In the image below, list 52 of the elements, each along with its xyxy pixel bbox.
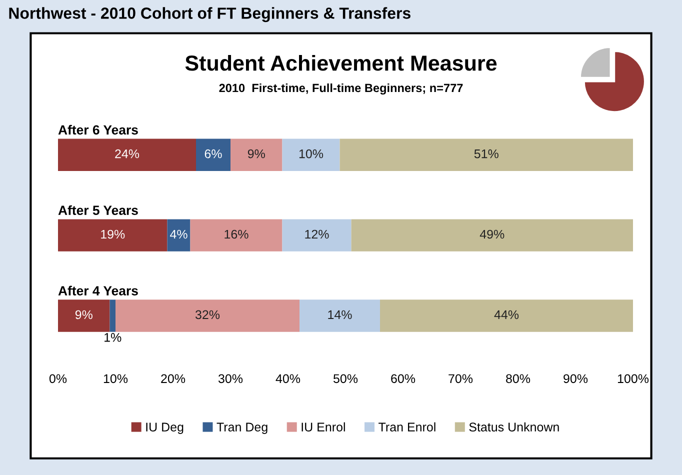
bar [282,219,352,252]
legend-label: Tran Deg [216,422,268,434]
bar [190,219,282,252]
x-tick-label: 30% [218,374,243,384]
data-label: 9% [75,310,92,320]
legend-label: IU Deg [146,422,184,434]
data-label: 14% [328,310,352,320]
bar [58,138,196,171]
x-tick-label: 60% [391,374,416,384]
bar [116,300,300,332]
x-tick-label: 20% [161,374,186,384]
x-tick-label: 50% [333,374,358,384]
y-tick-label: After 5 Years [58,205,138,216]
bar [230,138,282,171]
data-label: 4% [170,230,188,239]
legend-label: Tran Enrol [378,422,436,432]
bar [340,138,633,171]
data-label: 19% [101,230,125,239]
data-label: 10% [299,149,324,158]
data-label: 49% [480,230,504,239]
chart-subtitle: 2010 First-time, Full-time Beginners; n=777 [219,83,463,95]
y-tick-label: After 6 Years [58,124,138,135]
bar [167,219,190,252]
bar [58,300,110,332]
bar [300,300,380,332]
data-label: 6% [204,149,222,158]
bar [380,300,633,332]
bar [351,219,633,252]
data-label: 12% [305,230,329,239]
x-tick-label: 70% [448,374,473,384]
data-label: 32% [195,310,220,320]
legend-label: IU Enrol [302,422,345,432]
data-label: 51% [474,149,498,158]
x-tick-label: 90% [564,374,588,384]
bar [58,219,168,252]
bar [196,138,230,171]
bar [110,300,116,332]
data-label: 9% [248,149,265,158]
data-label: 1% [104,333,122,342]
y-tick-label: After 4 Years [58,286,138,296]
bar [282,138,340,171]
text: Northwest - 2010 Cohort of FT Beginners & Transfers [9,7,410,22]
legend-label: Status Unknown [469,422,559,432]
x-tick-label: 0% [49,374,67,384]
data-label: 16% [224,230,248,239]
data-label: 24% [115,149,140,158]
x-tick-label: 100% [618,374,649,384]
data-label: 44% [494,310,519,320]
x-tick-label: 10% [104,374,128,384]
chart-title: Student Achievement Measure [185,54,497,71]
x-tick-label: 40% [276,374,300,384]
x-tick-label: 80% [506,374,530,384]
